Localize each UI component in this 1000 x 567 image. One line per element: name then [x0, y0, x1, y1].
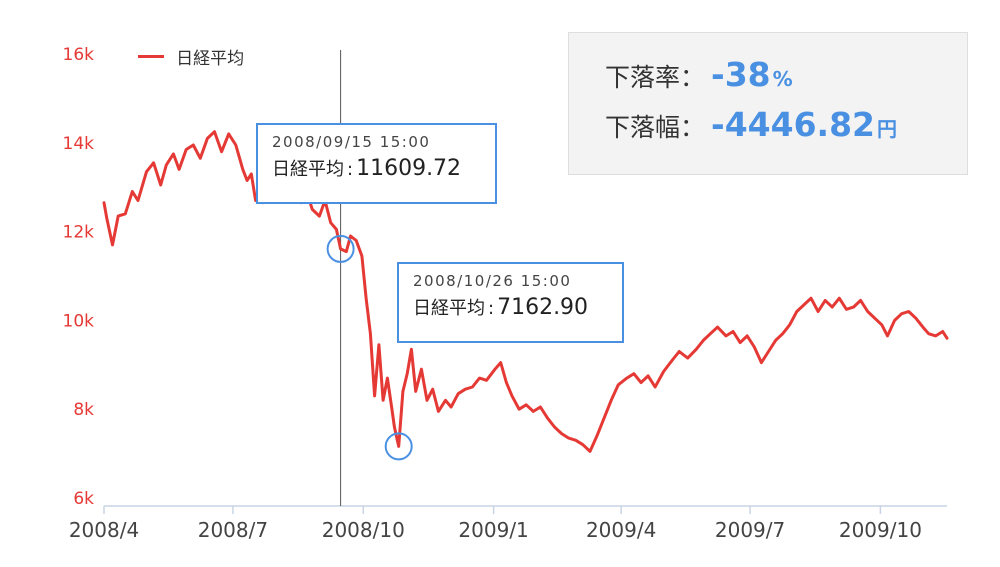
chart-legend[interactable]: 日経平均 [138, 44, 244, 69]
drop-rate-value: -38 [711, 55, 771, 94]
drop-amount-row: 下落幅： -4446.82 円 [605, 105, 897, 144]
tooltip-value: 11609.72 [356, 156, 462, 181]
x-tick-label: 2009/1 [458, 518, 528, 542]
series-line-nikkei[interactable] [102, 130, 949, 453]
x-tick-label: 2009/4 [586, 518, 656, 542]
y-axis-labels: 16k 14k 12k 10k 8k 6k [63, 45, 95, 509]
x-tick-label: 2009/10 [839, 518, 922, 542]
y-tick-label: 6k [73, 489, 94, 509]
x-tick-label: 2008/10 [322, 518, 405, 542]
drop-amount-label: 下落幅： [605, 113, 706, 142]
legend-swatch [138, 55, 164, 58]
legend-label: 日経平均 [176, 49, 245, 69]
y-tick-label: 12k [63, 223, 95, 243]
tooltip-sep15: 2008/09/15 15:00 日経平均:11609.72 [256, 123, 497, 204]
x-axis: 2008/4 2008/7 2008/10 2009/1 2009/4 2009/7 200… [69, 505, 947, 542]
drop-rate-row: 下落率： -38% [605, 55, 793, 94]
tooltip-series-name: 日経平均 [272, 159, 344, 180]
tooltip-oct26: 2008/10/26 15:00 日経平均:7162.90 [397, 262, 624, 343]
tooltip-series-name: 日経平均 [413, 298, 485, 319]
y-tick-label: 16k [63, 45, 95, 65]
drop-amount-value: -4446.82 [711, 105, 876, 144]
x-tick-label: 2009/7 [715, 518, 785, 542]
drop-amount-unit: 円 [877, 117, 898, 141]
y-tick-label: 8k [73, 400, 94, 420]
y-tick-label: 14k [63, 134, 95, 154]
x-tick-label: 2008/7 [198, 518, 268, 542]
annotation-marker [384, 432, 413, 461]
tooltip-time: 2008/09/15 15:00 [272, 133, 431, 151]
annotation-marker [326, 234, 355, 263]
tooltip-value: 7162.90 [497, 295, 589, 320]
tooltip-separator: : [488, 298, 495, 319]
drop-rate-unit: % [772, 67, 793, 91]
tooltip-separator: : [347, 159, 354, 180]
annotation-markers [326, 234, 413, 461]
tooltip-time: 2008/10/26 15:00 [413, 272, 572, 290]
stats-panel: 下落率： -38% 下落幅： -4446.82 円 [568, 32, 968, 175]
drop-rate-label: 下落率： [605, 63, 706, 92]
y-tick-label: 10k [63, 311, 95, 331]
x-tick-label: 2008/4 [69, 518, 139, 542]
